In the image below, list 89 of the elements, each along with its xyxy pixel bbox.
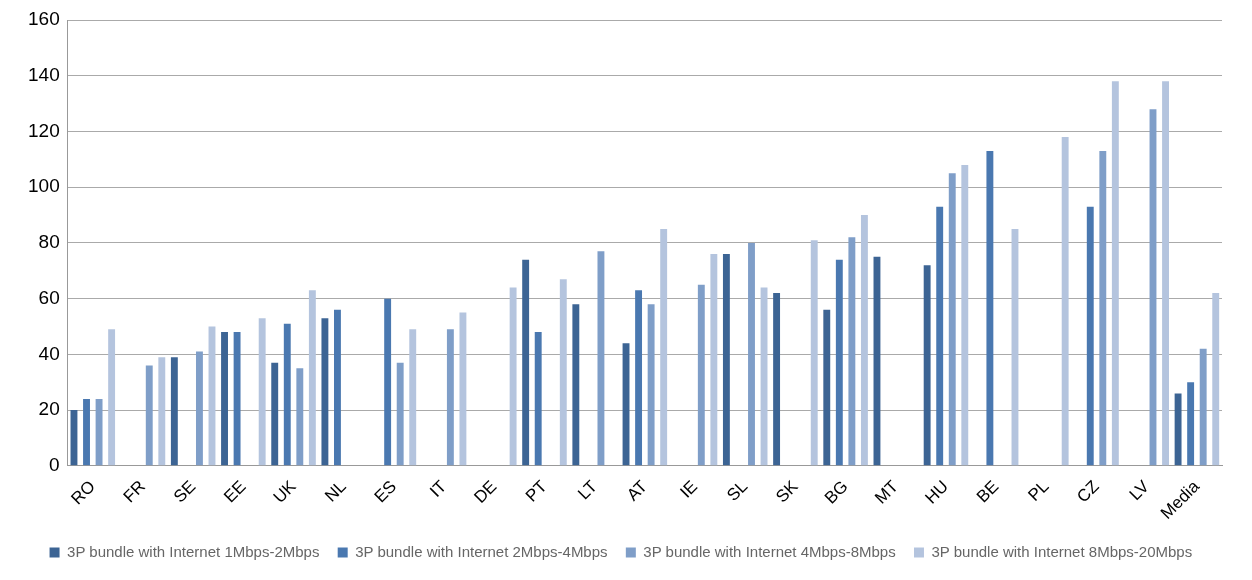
bar bbox=[534, 332, 542, 466]
x-tick-label: UK bbox=[269, 476, 301, 507]
bar bbox=[559, 279, 567, 466]
y-tick-label: 0 bbox=[49, 454, 60, 476]
x-tick-label: HU bbox=[921, 476, 953, 508]
bar bbox=[660, 228, 668, 466]
bar bbox=[233, 332, 241, 466]
x-tick-label: SL bbox=[723, 476, 752, 505]
x-tick-label: EE bbox=[220, 476, 250, 507]
bar bbox=[860, 215, 868, 466]
legend-label: 3P bundle with Internet 1Mbps-2Mbps bbox=[67, 542, 320, 560]
bar bbox=[1187, 382, 1195, 466]
bar bbox=[409, 329, 417, 466]
x-tick-label: RO bbox=[67, 476, 99, 509]
bar bbox=[835, 259, 843, 466]
bar bbox=[509, 287, 517, 466]
x-tick-label: LT bbox=[574, 476, 601, 504]
legend-label: 3P bundle with Internet 8Mbps-20Mbps bbox=[931, 542, 1193, 560]
y-tick-label: 40 bbox=[38, 342, 60, 364]
x-tick-label: BE bbox=[972, 476, 1003, 507]
bar bbox=[1111, 81, 1119, 466]
y-tick-label: 60 bbox=[38, 286, 60, 308]
bar bbox=[823, 309, 831, 466]
bar bbox=[597, 251, 605, 466]
bar bbox=[1099, 150, 1107, 466]
bar bbox=[258, 318, 266, 466]
bar bbox=[170, 357, 178, 466]
x-tick-label: BG bbox=[820, 476, 852, 508]
bar bbox=[635, 290, 643, 466]
x-tick-label: PT bbox=[521, 476, 551, 506]
bar bbox=[1199, 348, 1207, 466]
bar bbox=[647, 304, 655, 466]
bar bbox=[1086, 206, 1094, 466]
bar bbox=[710, 254, 718, 466]
x-tick-label: IT bbox=[426, 476, 451, 501]
x-tick-label: NL bbox=[321, 476, 350, 506]
bar bbox=[948, 173, 956, 466]
x-tick-label: CZ bbox=[1073, 476, 1103, 507]
bar bbox=[986, 150, 994, 466]
x-tick-label: AT bbox=[623, 476, 651, 505]
bar bbox=[446, 329, 454, 466]
y-tick-label: 160 bbox=[28, 8, 60, 30]
bar bbox=[522, 259, 530, 466]
bar bbox=[321, 318, 329, 466]
bar bbox=[396, 362, 404, 466]
bar bbox=[459, 312, 467, 466]
bar bbox=[384, 298, 392, 466]
bar bbox=[810, 240, 818, 466]
bar bbox=[1162, 81, 1169, 466]
x-tick-label: MT bbox=[871, 476, 902, 508]
y-tick-label: 80 bbox=[38, 231, 60, 253]
bar bbox=[961, 164, 969, 466]
bar bbox=[1061, 137, 1069, 466]
bar bbox=[848, 237, 856, 466]
bar bbox=[936, 206, 944, 466]
bar bbox=[221, 332, 228, 466]
bar bbox=[158, 357, 166, 466]
y-tick-label: 20 bbox=[38, 398, 60, 420]
legend-label: 3P bundle with Internet 2Mbps-4Mbps bbox=[355, 542, 608, 560]
x-tick-label: DE bbox=[470, 476, 501, 507]
bar bbox=[334, 309, 341, 466]
x-tick-label: IE bbox=[676, 476, 702, 502]
bar bbox=[95, 398, 103, 466]
bar bbox=[308, 290, 316, 466]
bar bbox=[773, 293, 781, 466]
bar bbox=[108, 329, 116, 466]
bar bbox=[283, 323, 291, 466]
x-tick-label: FR bbox=[119, 476, 150, 507]
bar bbox=[1212, 293, 1220, 466]
x-tick-label: PL bbox=[1024, 476, 1053, 505]
bar bbox=[1174, 393, 1182, 466]
bar bbox=[748, 242, 755, 466]
bar bbox=[271, 362, 279, 466]
y-tick-label: 120 bbox=[28, 119, 60, 141]
bar bbox=[296, 368, 304, 466]
x-tick-label: LV bbox=[1125, 476, 1154, 505]
x-tick-label: ES bbox=[370, 476, 401, 507]
bar bbox=[195, 351, 203, 466]
bar bbox=[83, 398, 90, 466]
y-tick-label: 100 bbox=[28, 175, 60, 197]
bar bbox=[145, 365, 153, 466]
x-tick-label: SK bbox=[772, 476, 803, 507]
legend-label: 3P bundle with Internet 4Mbps-8Mbps bbox=[643, 542, 896, 560]
bar bbox=[572, 304, 580, 466]
y-tick-label: 140 bbox=[28, 63, 60, 85]
bar bbox=[722, 254, 730, 466]
x-tick-label: SE bbox=[169, 476, 200, 507]
bar bbox=[923, 265, 931, 466]
bar bbox=[697, 284, 705, 466]
